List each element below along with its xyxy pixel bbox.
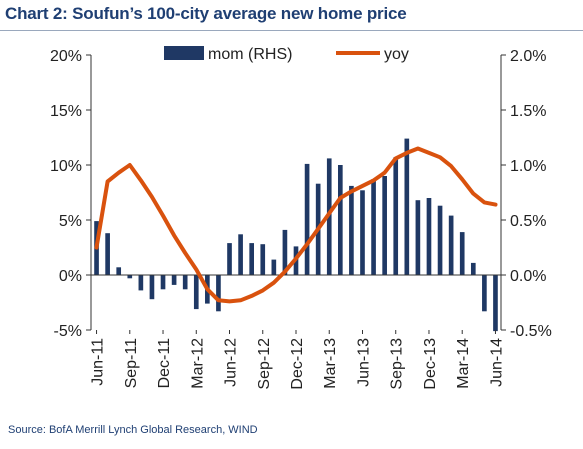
x-tick-label: Mar-14	[455, 338, 472, 389]
yoy-line	[94, 146, 498, 304]
left-tick-label: 0%	[59, 268, 82, 285]
right-tick-label: 0.5%	[510, 213, 546, 230]
mom-bar-Apr-13	[337, 165, 343, 275]
x-tick-label: Mar-12	[189, 338, 206, 389]
mom-bar-Jan-13	[304, 163, 310, 275]
left-tick-label: 20%	[50, 48, 82, 65]
x-tick-label: Dec-11	[156, 338, 173, 388]
mom-bar-Aug-11	[116, 267, 122, 275]
right-tick-label: -0.5%	[510, 323, 552, 340]
x-tick-label: Jun-12	[223, 338, 240, 387]
mom-bar-Sep-12	[260, 244, 266, 275]
legend: mom (RHS) yoy	[164, 46, 409, 63]
mom-bar-Aug-12	[249, 243, 255, 275]
left-tick-label: 10%	[50, 158, 82, 175]
mom-bar-Sep-13	[393, 157, 399, 275]
mom-bar-Jun-13	[360, 190, 365, 275]
mom-bar-Nov-13	[415, 200, 421, 275]
mom-bar-Feb-12	[182, 275, 188, 290]
mom-bar-Mar-12	[193, 275, 199, 310]
mom-bar-Jul-13	[371, 179, 376, 275]
mom-bar-Mar-14	[459, 232, 465, 275]
x-tick-label: Jun-13	[355, 338, 372, 387]
right-tick-label: 2.0%	[510, 48, 546, 65]
mom-bar-Oct-13	[404, 138, 410, 275]
chart: 20% 15% 10% 5% 0% -5% 2.0% 1.5% 1.0% 0.5% 0.0% -0.…	[50, 46, 552, 390]
mom-bar-May-13	[349, 185, 354, 275]
mom-bar-Apr-14	[470, 262, 476, 275]
mom-bar-Aug-13	[382, 176, 387, 275]
x-tick-label: Sep-11	[123, 338, 140, 389]
axes	[90, 55, 502, 330]
x-tick-label: Sep-13	[389, 338, 406, 390]
mom-bar-Nov-11	[149, 275, 155, 300]
mom-bar-Dec-13	[426, 198, 432, 275]
mom-bar-Jun-12	[227, 243, 232, 275]
mom-bar-Feb-14	[448, 215, 454, 275]
mom-bar-Jul-11	[105, 233, 110, 275]
mom-bar-Jan-14	[437, 205, 443, 275]
title-divider	[0, 30, 583, 31]
mom-bars	[94, 138, 498, 332]
mom-bar-Jun-14	[493, 275, 498, 332]
legend-mom-label: mom (RHS)	[208, 46, 292, 63]
x-tick-label: Jun-11	[90, 338, 107, 386]
mom-bar-May-14	[482, 275, 487, 312]
right-axis-ticks: 2.0% 1.5% 1.0% 0.5% 0.0% -0.5%	[501, 48, 552, 340]
x-tick-label: Dec-13	[422, 338, 439, 390]
x-axis-ticks: Jun-11 Sep-11 Dec-11 Mar-12 Jun-12 Sep-12 Dec-…	[90, 330, 505, 390]
left-tick-label: -5%	[54, 323, 82, 340]
x-tick-label: Sep-12	[256, 338, 273, 390]
mom-bar-May-12	[216, 275, 221, 312]
mom-bar-Sep-11	[127, 275, 133, 279]
mom-bar-Jul-12	[238, 234, 243, 275]
mom-bar-Oct-11	[138, 275, 144, 291]
x-tick-label: Dec-12	[289, 338, 306, 390]
chart-title: Chart 2: Soufun’s 100-city average new h…	[5, 4, 407, 23]
x-tick-label: Mar-13	[322, 338, 339, 389]
source-note: Source: BofA Merrill Lynch Global Resear…	[8, 424, 258, 436]
legend-mom-swatch	[164, 46, 204, 60]
right-tick-label: 0.0%	[510, 268, 546, 285]
left-tick-label: 5%	[59, 213, 82, 230]
x-tick-label: Jun-14	[488, 338, 505, 387]
mom-bar-Nov-12	[282, 229, 288, 275]
mom-bar-Dec-11	[160, 275, 166, 290]
legend-yoy-label: yoy	[384, 46, 409, 63]
left-tick-label: 15%	[50, 103, 82, 120]
left-axis-ticks: 20% 15% 10% 5% 0% -5%	[50, 48, 91, 340]
right-tick-label: 1.5%	[510, 103, 546, 120]
mom-bar-Oct-12	[271, 259, 277, 275]
mom-bar-Jan-12	[171, 275, 177, 285]
right-tick-label: 1.0%	[510, 158, 546, 175]
